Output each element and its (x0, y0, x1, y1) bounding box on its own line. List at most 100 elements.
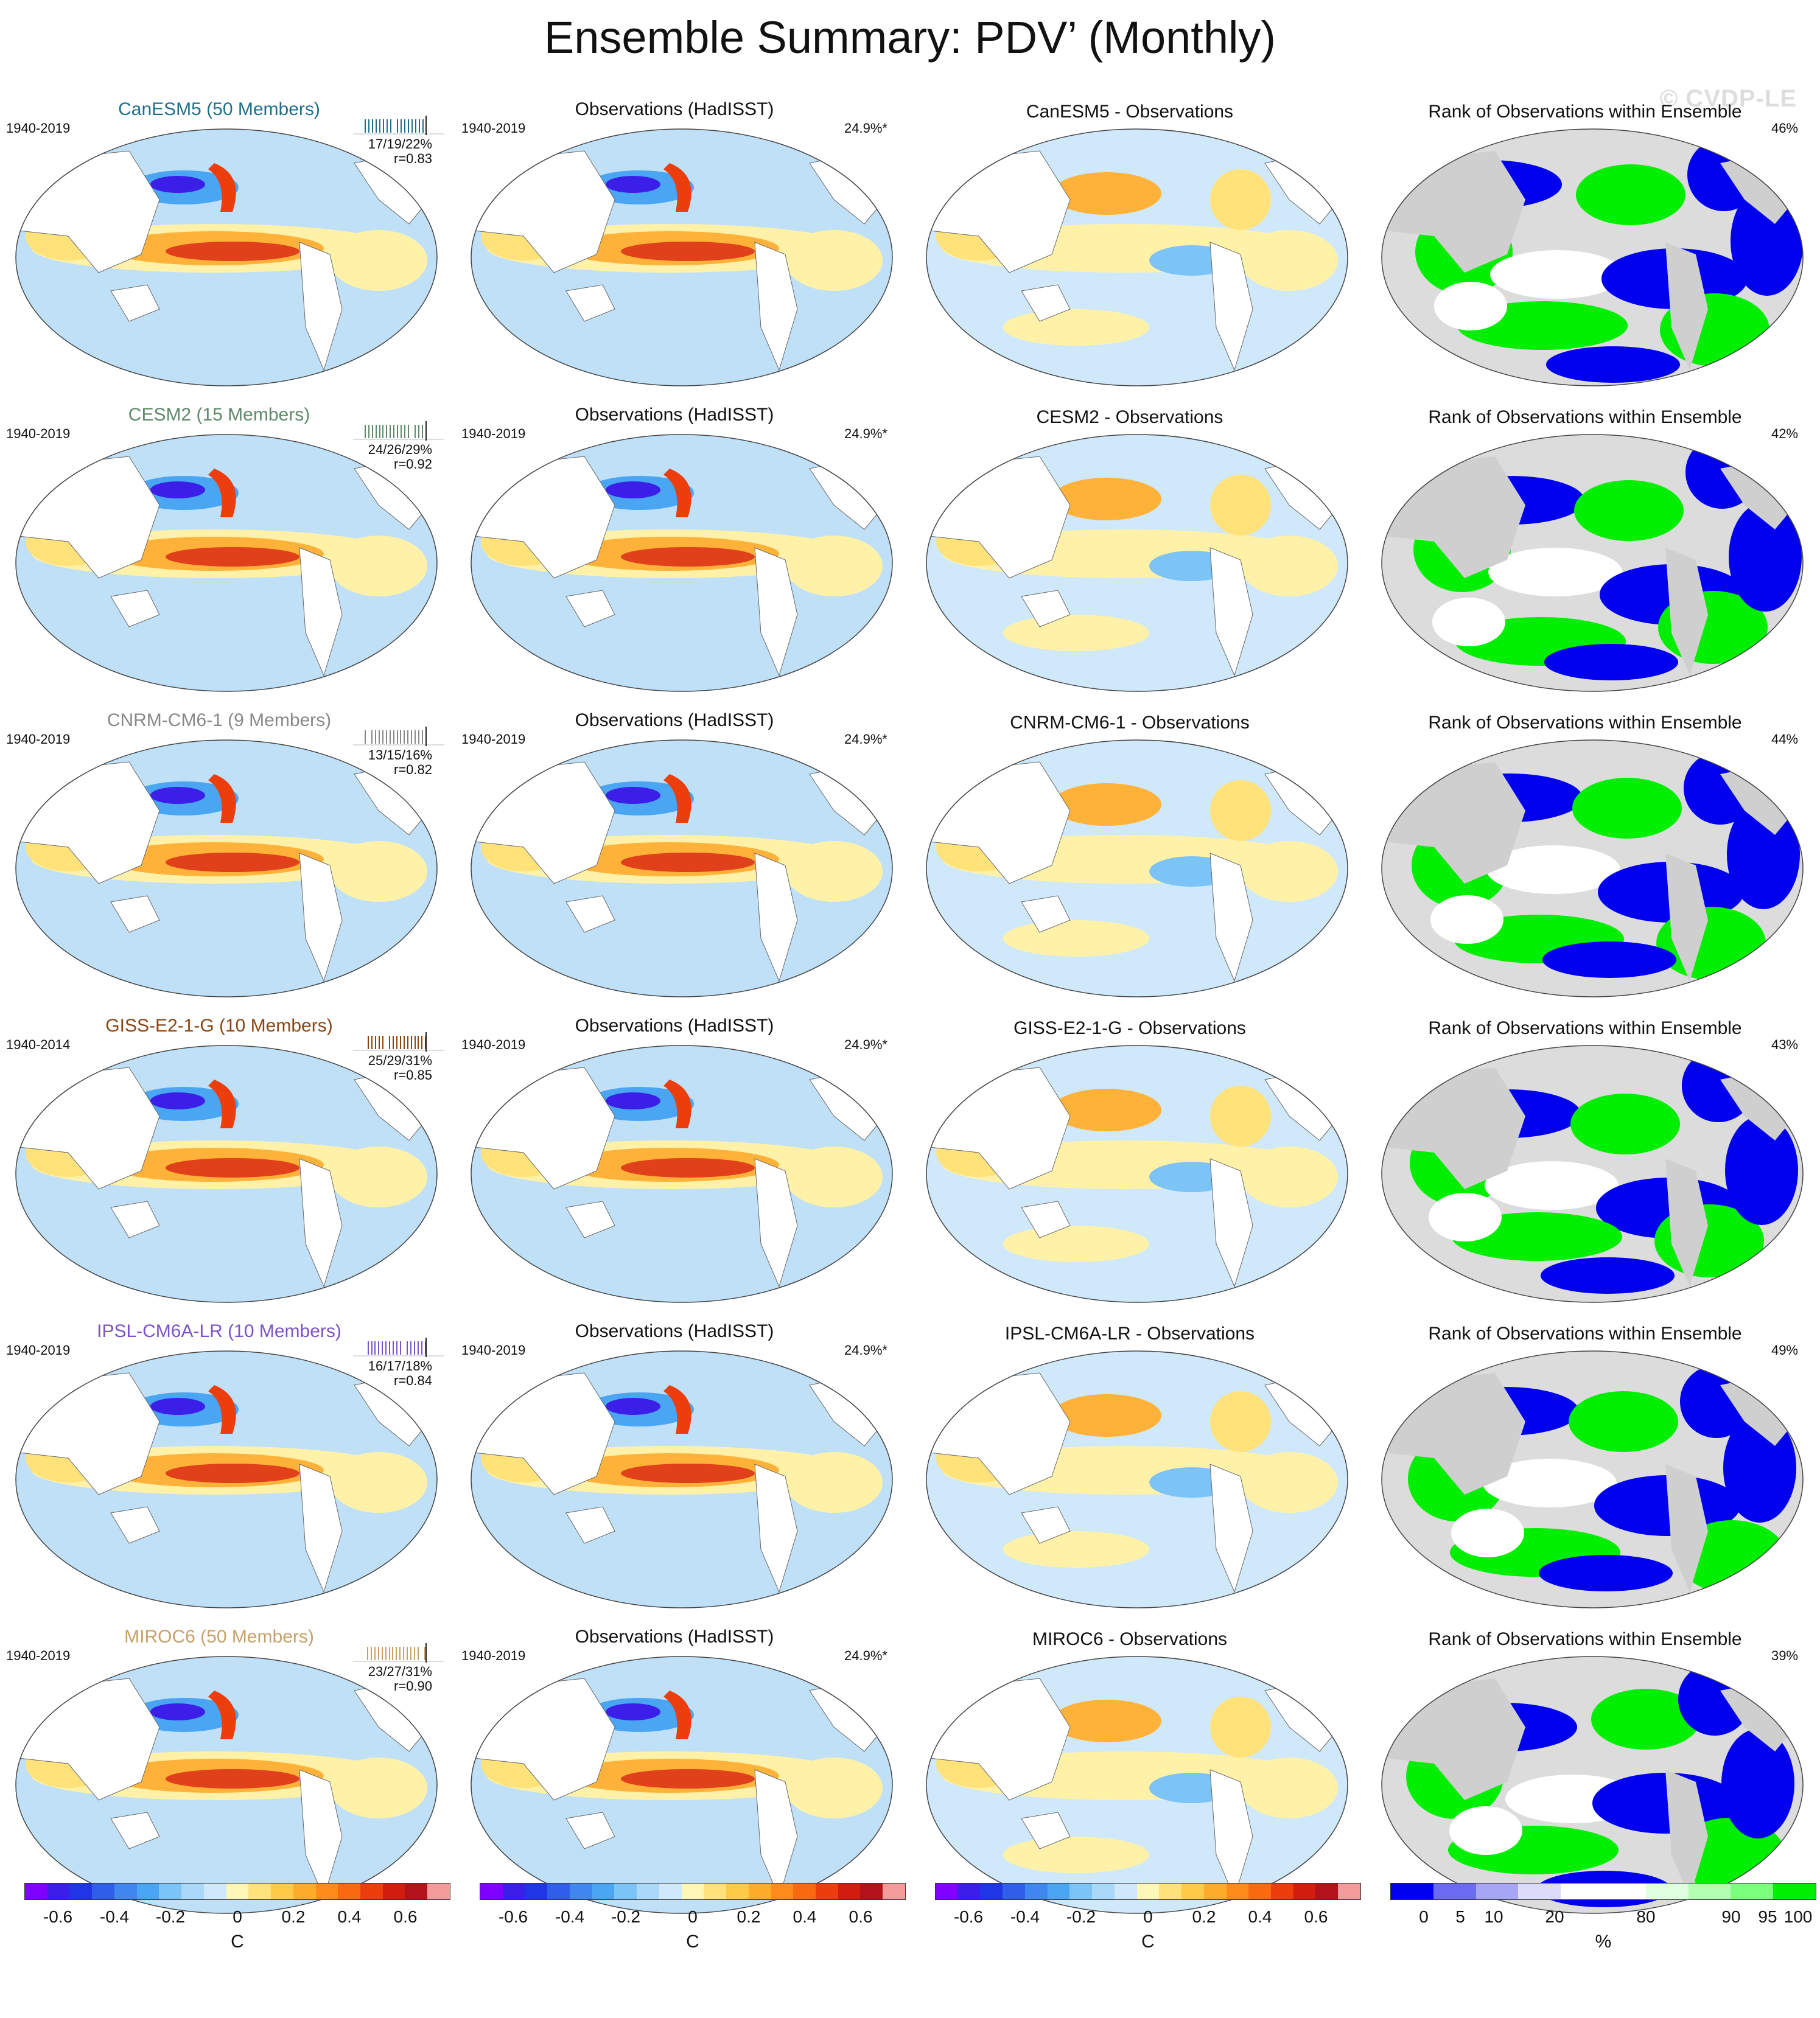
colorbar-tick-label: 0.2 (281, 1907, 306, 1926)
member-rug-plot (353, 1032, 444, 1052)
model-correlation: r=0.82 (394, 762, 432, 777)
colorbar-swatch (159, 1884, 182, 1899)
obs-period: 1940-2019 (461, 1342, 526, 1358)
obs-percent: 24.9%* (844, 120, 887, 136)
colorbar-unit: C (231, 1932, 244, 1952)
rank-title: Rank of Observations within Ensemble (1428, 102, 1742, 122)
colorbar-swatch (1433, 1884, 1476, 1899)
colorbar-tick-label: 80 (1636, 1907, 1656, 1926)
rank-title: Rank of Observations within Ensemble (1428, 1018, 1742, 1038)
colorbar-diff: -0.6 -0.4 -0.2 0 0.2 0.4 0.6 C (935, 1883, 1361, 1956)
obs-percent: 24.9%* (844, 426, 887, 441)
map-diff (926, 739, 1348, 997)
colorbar-swatch (1391, 1884, 1433, 1899)
colorbar-swatch (405, 1884, 428, 1899)
colorbar-swatch (1024, 1884, 1048, 1899)
colorbar-swatches (1390, 1883, 1816, 1900)
colorbar-tick-label: -0.6 (953, 1907, 984, 1926)
member-rug-plot (353, 727, 444, 746)
map-obs (471, 1045, 893, 1303)
colorbar-swatch (838, 1884, 861, 1899)
colorbar-unit: C (686, 1932, 699, 1952)
map-obs (471, 434, 893, 692)
panel-obs-2: Observations (HadISST) 1940-2019 24.9%* (461, 708, 912, 1013)
obs-period: 1940-2019 (461, 731, 526, 747)
rank-percent: 46% (1771, 120, 1798, 136)
colorbar-swatch (1136, 1884, 1160, 1899)
model-title: MIROC6 (50 Members) (124, 1627, 314, 1647)
colorbar-swatch (1688, 1884, 1731, 1899)
colorbar-tick-label: 0 (1419, 1907, 1429, 1926)
colorbar-tick-label: -0.2 (611, 1907, 641, 1926)
panel-model-3: GISS-E2-1-G (10 Members) 1940-2014 25/29/3… (6, 1014, 457, 1318)
member-rug-plot (353, 1643, 444, 1663)
panel-obs-4: Observations (HadISST) 1940-2019 24.9%* (461, 1319, 912, 1624)
colorbar-tick-label: 95 (1758, 1907, 1777, 1926)
colorbar-tick-label: -0.2 (1066, 1907, 1096, 1926)
obs-percent: 24.9%* (844, 1037, 887, 1052)
panel-diff-2: CNRM-CM6-1 - Observations (917, 708, 1367, 1013)
map-rank (1381, 434, 1804, 692)
panel-diff-1: CESM2 - Observations (917, 403, 1367, 707)
colorbar-swatches (480, 1883, 906, 1900)
panel-diff-5: MIROC6 - Observations (917, 1625, 1367, 1929)
map-model (15, 1350, 438, 1608)
diff-title: IPSL-CM6A-LR - Observations (1004, 1324, 1255, 1344)
map-model (15, 434, 438, 692)
colorbar-swatch (793, 1884, 816, 1899)
colorbar-swatch (203, 1884, 226, 1899)
map-rank (1381, 1045, 1804, 1303)
colorbar-swatch (69, 1884, 93, 1899)
obs-period: 1940-2019 (461, 1648, 526, 1663)
colorbar-swatch (293, 1884, 316, 1899)
colorbar-swatch (525, 1884, 548, 1899)
obs-percent: 24.9%* (844, 1648, 887, 1663)
model-stats: 16/17/18% (368, 1358, 432, 1374)
colorbar-tick-label: 0.6 (393, 1907, 418, 1926)
colorbar-swatch (816, 1884, 838, 1899)
colorbar-swatch (681, 1884, 704, 1899)
panel-diff-3: GISS-E2-1-G - Observations (917, 1014, 1367, 1318)
colorbar-swatch (860, 1884, 883, 1899)
panel-obs-0: Observations (HadISST) 1940-2019 24.9%* (461, 97, 912, 402)
colorbar-tick-label: -0.4 (1010, 1907, 1040, 1926)
obs-title: Observations (HadISST) (575, 710, 774, 730)
panel-model-1: CESM2 (15 Members) 1940-2019 24/26/29% r=0.… (6, 403, 457, 707)
map-model (15, 739, 438, 997)
obs-period: 1940-2019 (461, 1037, 526, 1052)
colorbar-swatch (502, 1884, 525, 1899)
colorbar-swatch (614, 1884, 637, 1899)
colorbar-swatch (136, 1884, 159, 1899)
model-period: 1940-2019 (6, 120, 71, 136)
model-stats: 25/29/31% (368, 1053, 432, 1068)
colorbar-unit: C (1141, 1932, 1155, 1952)
colorbar-swatch (936, 1884, 958, 1899)
panel-rank-2: Rank of Observations within Ensemble 44% (1372, 708, 1820, 1013)
colorbar-swatch (883, 1884, 905, 1899)
colorbar-tick-label: 0.6 (1304, 1907, 1328, 1926)
colorbar-model: -0.6 -0.4 -0.2 0 0.2 0.4 0.6 C (24, 1883, 450, 1956)
obs-period: 1940-2019 (461, 426, 526, 441)
colorbar-swatch (114, 1884, 137, 1899)
colorbar-swatch (748, 1884, 771, 1899)
colorbar-swatch (771, 1884, 794, 1899)
obs-title: Observations (HadISST) (575, 1627, 774, 1647)
member-rug-plot (353, 421, 444, 441)
colorbar-tick-label: -0.6 (498, 1907, 528, 1926)
colorbar-obs: -0.6 -0.4 -0.2 0 0.2 0.4 0.6 C (480, 1883, 906, 1956)
rank-title: Rank of Observations within Ensemble (1428, 407, 1742, 427)
panel-model-5: MIROC6 (50 Members) 1940-2019 23/27/31% r=0… (6, 1625, 457, 1929)
map-model (15, 128, 438, 386)
obs-title: Observations (HadISST) (575, 1321, 774, 1341)
colorbar-tick-label: 0 (1143, 1907, 1153, 1926)
colorbar-swatch (1338, 1884, 1360, 1899)
colorbar-tick-label: 0.6 (849, 1907, 873, 1926)
colorbar-swatch (226, 1884, 249, 1899)
model-period: 1940-2019 (6, 731, 71, 747)
model-period: 1940-2019 (6, 1342, 71, 1358)
colorbar-swatch (1271, 1884, 1293, 1899)
colorbar-swatch (1518, 1884, 1561, 1899)
colorbar-tick-label: 0 (233, 1907, 242, 1926)
map-obs (471, 1656, 893, 1914)
colorbar-swatch (360, 1884, 383, 1899)
